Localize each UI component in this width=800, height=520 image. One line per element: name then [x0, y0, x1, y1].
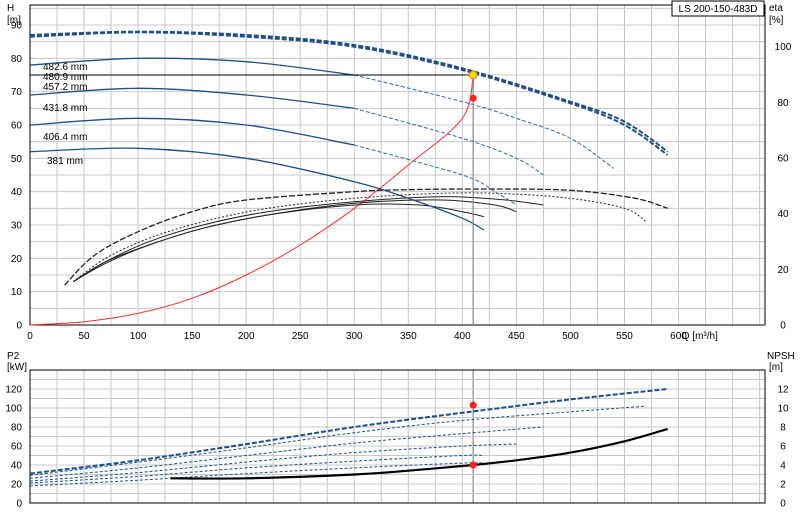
y-tick-label: 70	[11, 87, 23, 98]
efficiency-curve	[72, 203, 485, 283]
y-tick-label: 80	[11, 54, 23, 65]
x-tick-label: 200	[238, 331, 255, 342]
npsh-tick-label: 8	[780, 423, 786, 434]
p2-tick-label: 0	[16, 499, 22, 510]
y-tick-label: 50	[11, 154, 23, 165]
x-tick-label: 0	[27, 331, 33, 342]
x-tick-label: 100	[130, 331, 147, 342]
head-curve-extension	[354, 144, 517, 206]
p2-tick-label: 100	[5, 404, 22, 415]
npsh-tick-label: 4	[780, 461, 786, 472]
y-tick-label: 60	[11, 121, 23, 132]
p2-tick-label: 20	[11, 480, 23, 491]
npsh-tick-label: 0	[780, 499, 786, 510]
x-tick-label: 500	[562, 331, 579, 342]
x-axis-label: Q [m³/h]	[682, 331, 718, 342]
efficiency-curve	[72, 192, 647, 283]
head-curve	[29, 87, 355, 109]
y-axis-title: H	[7, 3, 14, 14]
head-curve	[29, 147, 485, 231]
eta-tick-label: 60	[777, 154, 789, 165]
x-tick-label: 250	[292, 331, 309, 342]
p2-axis-unit: [kW]	[7, 362, 27, 373]
eta-tick-label: 80	[777, 98, 789, 109]
p2-tick-label: 60	[11, 442, 23, 453]
operating-point	[468, 70, 478, 80]
y-tick-label: 10	[11, 287, 23, 298]
x-tick-label: 350	[400, 331, 417, 342]
pump-label: LS 200-150-483D	[679, 4, 758, 15]
y-tick-label: 90	[11, 21, 23, 32]
plot-frame	[29, 369, 766, 504]
head-curve-label: 406.4 mm	[43, 132, 87, 143]
x-tick-label: 600	[670, 331, 687, 342]
x-tick-label: 400	[454, 331, 471, 342]
efficiency-curve	[72, 196, 544, 283]
eta-tick-label: 0	[780, 321, 786, 332]
head-curve-extension	[354, 74, 614, 169]
power-curve	[29, 405, 647, 476]
efficiency-curve	[64, 188, 668, 286]
power-curve	[29, 462, 485, 487]
npsh-tick-label: 2	[780, 480, 786, 491]
y-tick-label: 0	[16, 321, 22, 332]
eta-axis-title: eta	[769, 3, 783, 14]
x-tick-label: 550	[616, 331, 633, 342]
head-efficiency-plot: 0 10 20 30 40 50 60 70 80 90 0 20 40 60 80 100 0 50 100 150…	[11, 4, 792, 342]
head-curve-label: 482.6 mm	[43, 62, 87, 73]
y-tick-label: 20	[11, 254, 23, 265]
power-npsh-plot: 0 20 40 60 80 100 120 0 2 4 6 8 10 12	[5, 369, 789, 510]
pump-label-box	[671, 0, 765, 17]
power-curve	[29, 388, 668, 475]
npsh-axis-title: NPSH	[767, 351, 795, 362]
eta-axis-unit: [%]	[769, 15, 784, 26]
head-curve	[29, 57, 355, 76]
x-tick-label: 150	[184, 331, 201, 342]
p2-tick-label: 80	[11, 423, 23, 434]
head-curve-label: 480.9 mm	[43, 72, 87, 83]
head-curve-label: 431.8 mm	[43, 103, 87, 114]
npsh-tick-label: 6	[780, 442, 786, 453]
eta-tick-label: 40	[777, 209, 789, 220]
p2-axis-title: P2	[7, 351, 20, 362]
npsh-tick-label: 10	[777, 404, 789, 415]
npsh-curve	[170, 427, 669, 480]
efficiency-duty-point	[469, 94, 477, 102]
y-tick-label: 30	[11, 221, 23, 232]
x-tick-label: 50	[78, 331, 90, 342]
head-curve-label: 381 mm	[47, 156, 83, 167]
head-curve	[29, 31, 669, 156]
head-curve	[29, 117, 355, 146]
npsh-duty-point	[469, 461, 477, 469]
y-axis-unit: [m]	[7, 15, 21, 26]
x-tick-label: 450	[508, 331, 525, 342]
power-curve	[29, 426, 544, 479]
plot-frame	[29, 4, 766, 326]
power-curve	[29, 443, 517, 482]
x-tick-label: 300	[346, 331, 363, 342]
p2-tick-label: 40	[11, 461, 23, 472]
head-curve-extension	[354, 107, 544, 176]
power-curve	[29, 454, 485, 484]
power-duty-point	[469, 401, 477, 409]
system-curve	[29, 74, 474, 326]
eta-tick-label: 100	[775, 42, 792, 53]
p2-tick-label: 120	[5, 385, 22, 396]
efficiency-curve	[72, 199, 517, 283]
npsh-tick-label: 12	[777, 385, 789, 396]
y-tick-label: 40	[11, 187, 23, 198]
npsh-axis-unit: [m]	[769, 362, 783, 373]
head-curve-label: 457.2 mm	[43, 82, 87, 93]
eta-tick-label: 20	[777, 265, 789, 276]
